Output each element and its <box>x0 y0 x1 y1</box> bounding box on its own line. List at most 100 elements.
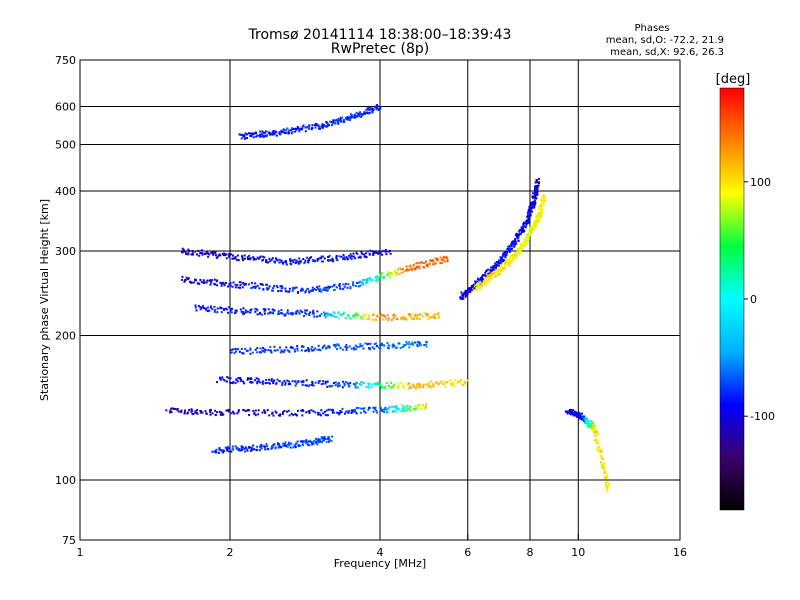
echo-point <box>364 342 367 345</box>
echo-point <box>578 416 581 419</box>
echo-point <box>520 246 523 249</box>
echo-point <box>386 314 389 317</box>
echo-point <box>481 274 484 277</box>
echo-point <box>584 417 587 420</box>
echo-point <box>376 383 379 386</box>
echo-point <box>286 379 289 382</box>
echo-point <box>308 384 311 387</box>
echo-point <box>355 281 358 284</box>
echo-point <box>195 412 198 415</box>
echo-point <box>409 409 412 412</box>
echo-point <box>395 346 398 349</box>
echo-point <box>287 290 290 293</box>
echo-point <box>331 257 334 260</box>
echo-point <box>273 285 276 288</box>
echo-point <box>263 445 266 448</box>
echo-point <box>431 315 434 318</box>
echo-point <box>358 115 361 118</box>
echo-point <box>266 287 269 290</box>
echo-point <box>283 260 286 263</box>
echo-point <box>603 477 606 480</box>
echo-point <box>383 408 386 411</box>
echo-point <box>418 382 421 385</box>
echo-point <box>442 259 445 262</box>
echo-point <box>261 411 264 414</box>
echo-point <box>495 270 498 273</box>
echo-point <box>301 381 304 384</box>
echo-point <box>304 440 307 443</box>
echo-point <box>345 348 348 351</box>
echo-point <box>264 410 267 413</box>
echo-point <box>298 130 301 133</box>
echo-point <box>310 128 313 131</box>
echo-point <box>250 381 253 384</box>
echo-point <box>335 254 338 257</box>
echo-point <box>198 254 201 257</box>
echo-point <box>371 107 374 110</box>
echo-point <box>344 285 347 288</box>
echo-point <box>417 386 420 389</box>
echo-point <box>354 257 357 260</box>
echo-point <box>233 412 236 415</box>
echo-point <box>265 378 268 381</box>
echo-point <box>319 440 322 443</box>
echo-point <box>282 128 285 131</box>
echo-point <box>284 287 287 290</box>
echo-point <box>265 442 268 445</box>
echo-point <box>337 382 340 385</box>
echo-point <box>359 411 362 414</box>
y-tick-label: 100 <box>55 474 76 487</box>
echo-point <box>334 345 337 348</box>
echo-point <box>367 382 370 385</box>
echo-point <box>340 410 343 413</box>
phase-stats-o: mean, sd,O: -72.2, 21.9 <box>606 35 724 46</box>
echo-point <box>355 251 358 254</box>
echo-point <box>426 314 429 317</box>
echo-point <box>373 407 376 410</box>
echo-point <box>373 251 376 254</box>
echo-point <box>342 380 345 383</box>
echo-point <box>302 258 305 261</box>
echo-point <box>228 256 231 259</box>
echo-point <box>389 252 392 255</box>
echo-point <box>406 268 409 271</box>
echo-point <box>445 381 448 384</box>
echo-point <box>246 310 249 313</box>
echo-point <box>239 281 242 284</box>
echo-point <box>180 410 183 413</box>
echo-point <box>503 267 506 270</box>
echo-point <box>499 262 502 265</box>
echo-point <box>349 285 352 288</box>
echo-point <box>278 380 281 383</box>
echo-point <box>420 386 423 389</box>
echo-point <box>263 409 266 412</box>
echo-point <box>349 253 352 256</box>
echo-point <box>425 383 428 386</box>
echo-point <box>260 445 263 448</box>
echo-point <box>416 343 419 346</box>
echo-point <box>387 407 390 410</box>
echo-point <box>529 226 532 229</box>
echo-trace <box>238 104 382 140</box>
echo-point <box>322 439 325 442</box>
echo-point <box>225 448 228 451</box>
echo-point <box>257 378 260 381</box>
echo-point <box>541 206 544 209</box>
echo-point <box>208 279 211 282</box>
echo-point <box>418 344 421 347</box>
echo-point <box>493 275 496 278</box>
echo-point <box>596 449 599 452</box>
echo-point <box>218 376 221 379</box>
echo-point <box>262 255 265 258</box>
echo-point <box>348 254 351 257</box>
echo-point <box>544 194 547 197</box>
echo-point <box>438 381 441 384</box>
echo-point <box>418 342 421 345</box>
echo-point <box>324 380 327 383</box>
echo-point <box>387 317 390 320</box>
echo-point <box>234 283 237 286</box>
echo-point <box>420 344 423 347</box>
echo-point <box>604 471 607 474</box>
echo-point <box>356 406 359 409</box>
echo-point <box>256 351 259 354</box>
